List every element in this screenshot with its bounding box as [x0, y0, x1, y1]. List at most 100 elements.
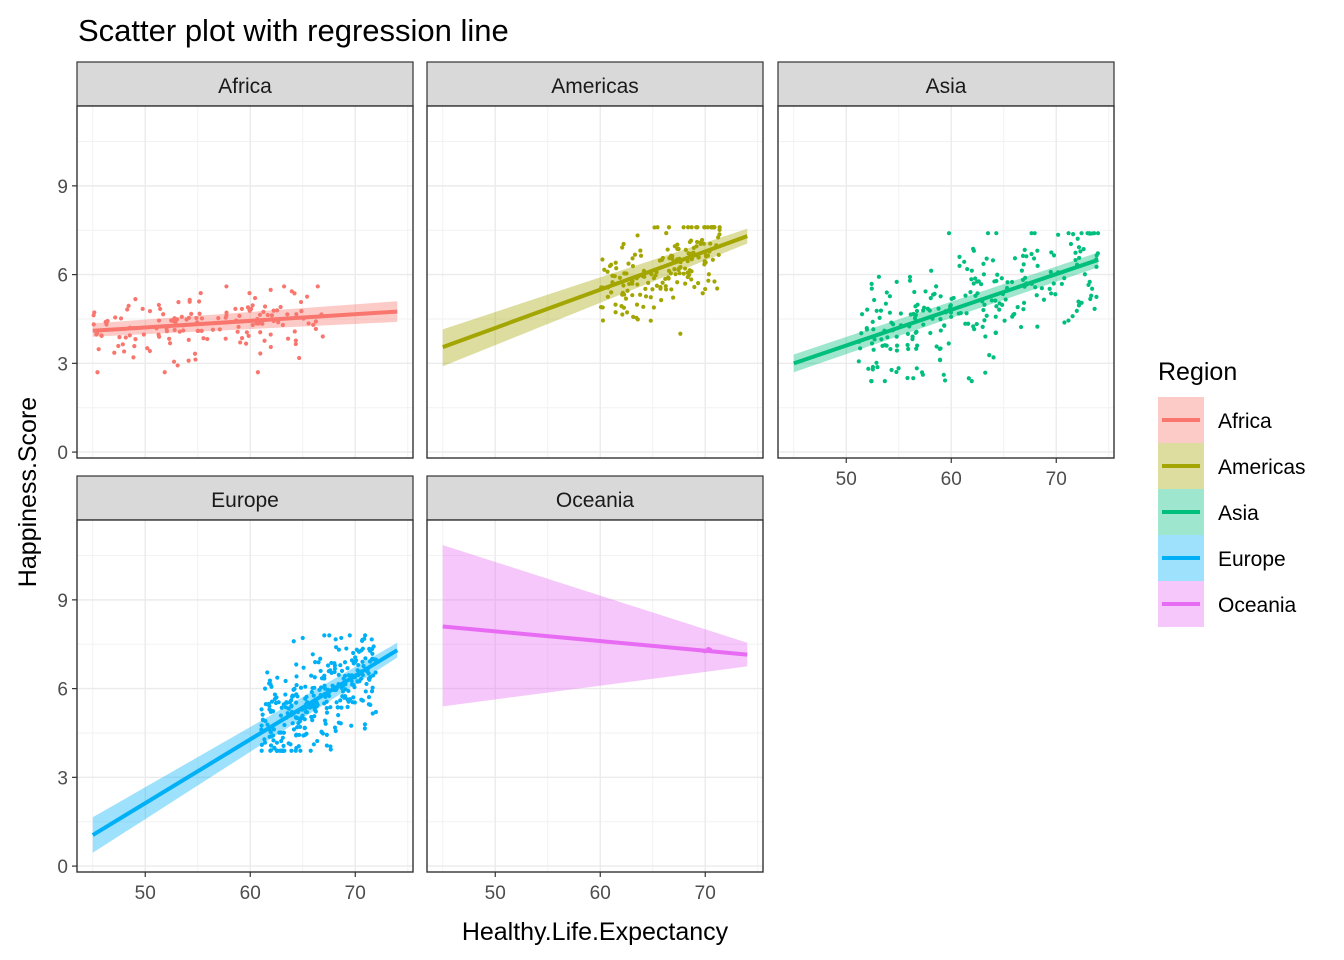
point [205, 336, 210, 342]
point [689, 277, 694, 282]
legend-item-africa: Africa [1158, 397, 1272, 443]
point [600, 318, 606, 323]
point [271, 738, 276, 743]
ci-band-oceania [442, 545, 748, 707]
point [318, 668, 323, 674]
point [99, 333, 104, 339]
point [91, 322, 96, 327]
point [312, 675, 317, 680]
point [980, 324, 985, 329]
point [186, 358, 191, 363]
point [936, 306, 941, 311]
point [199, 328, 204, 333]
point [349, 723, 354, 728]
point [339, 668, 345, 673]
point [342, 660, 348, 665]
point [318, 656, 323, 661]
point [709, 225, 714, 230]
point [312, 685, 317, 690]
point [703, 254, 709, 259]
point [262, 338, 267, 343]
point [156, 302, 161, 308]
point [279, 738, 284, 744]
point [877, 315, 882, 321]
point [281, 730, 287, 735]
point [1076, 299, 1081, 304]
point [1076, 245, 1082, 250]
point [994, 278, 999, 284]
point [271, 727, 277, 732]
point [638, 248, 643, 253]
point [236, 324, 241, 329]
point [300, 635, 305, 641]
point [905, 342, 910, 348]
point [289, 748, 294, 753]
point [316, 660, 321, 665]
point [238, 340, 243, 345]
point [263, 702, 268, 707]
legend-label-asia: Asia [1218, 502, 1259, 525]
point [882, 378, 887, 384]
point [328, 744, 333, 749]
point [167, 336, 172, 341]
point [132, 344, 137, 349]
point [162, 370, 167, 375]
point [885, 335, 890, 340]
point [668, 253, 674, 258]
point [370, 711, 375, 716]
point [322, 718, 328, 723]
point [250, 322, 255, 328]
point [907, 278, 913, 283]
point [984, 313, 989, 318]
point [268, 748, 274, 753]
point [177, 329, 182, 334]
point [1073, 250, 1078, 255]
point [187, 299, 192, 304]
point [291, 639, 296, 644]
point [1090, 231, 1095, 236]
point [217, 327, 222, 332]
point [269, 699, 275, 704]
point [281, 284, 287, 289]
point [271, 308, 276, 313]
point [702, 225, 708, 230]
strip-oceania [426, 475, 764, 521]
chart-title: Scatter plot with regression line [78, 13, 509, 48]
point [651, 305, 656, 310]
point [248, 306, 254, 312]
strip-label-africa: Africa [218, 75, 272, 98]
point [362, 722, 368, 727]
point [294, 662, 299, 667]
point [285, 312, 290, 317]
point [325, 663, 331, 668]
point [123, 335, 128, 340]
point [706, 272, 711, 277]
facet-americas: Americas [426, 61, 764, 459]
point [969, 268, 974, 273]
point [632, 252, 638, 257]
point [610, 273, 615, 278]
point [275, 748, 280, 753]
strip-asia [777, 61, 1115, 107]
point [698, 239, 704, 245]
point [1021, 300, 1027, 305]
point [176, 300, 181, 305]
point [663, 287, 669, 292]
point [1035, 248, 1040, 253]
point [317, 687, 322, 692]
point [971, 324, 976, 329]
point [196, 299, 202, 304]
strip-europe [76, 475, 414, 521]
point [905, 375, 910, 381]
point [641, 304, 646, 309]
point [666, 268, 672, 273]
point [870, 367, 875, 372]
strip-label-americas: Americas [551, 75, 639, 98]
point [638, 253, 644, 258]
point [258, 330, 263, 335]
point [712, 279, 717, 284]
points-americas [598, 225, 722, 336]
point [262, 740, 268, 745]
point [366, 695, 372, 700]
